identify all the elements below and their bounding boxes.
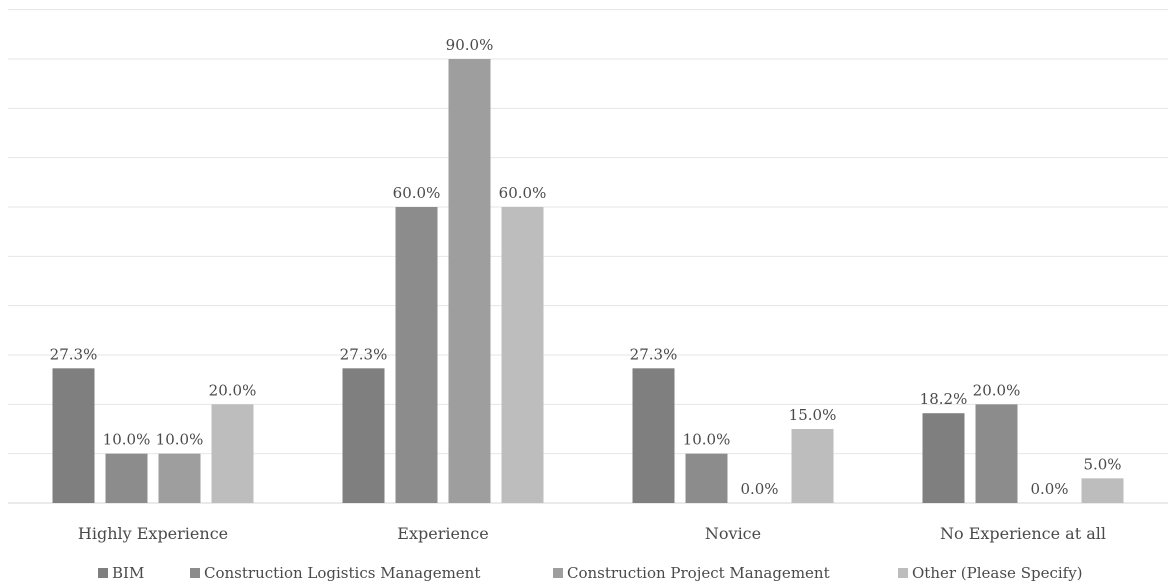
data-label: 0.0% bbox=[1030, 480, 1068, 498]
legend: BIM Construction Logistics Management Cons… bbox=[98, 564, 1083, 582]
x-tick-label: No Experience at all bbox=[940, 524, 1106, 543]
bar-construction-project-management-1 bbox=[448, 59, 491, 503]
bar-bim-3 bbox=[922, 413, 965, 503]
data-label: 60.0% bbox=[393, 184, 441, 202]
bar-other-please-specify--1 bbox=[501, 207, 544, 503]
data-label: 20.0% bbox=[973, 381, 1021, 399]
data-label: 0.0% bbox=[740, 480, 778, 498]
gridlines bbox=[8, 9, 1168, 504]
legend-entry: Other (Please Specify) bbox=[912, 564, 1083, 582]
data-label: 15.0% bbox=[789, 406, 837, 424]
bars bbox=[52, 59, 1124, 503]
data-label: 10.0% bbox=[156, 431, 204, 449]
x-tick-label: Highly Experience bbox=[78, 524, 228, 543]
bar-construction-logistics-management-1 bbox=[395, 207, 438, 503]
legend-swatch bbox=[553, 568, 563, 578]
data-label: 20.0% bbox=[209, 381, 257, 399]
bar-bim-0 bbox=[52, 368, 95, 503]
data-labels: 27.3% 10.0% 10.0% 20.0% 27.3% 60.0% 90.0% 60.0%… bbox=[50, 36, 1122, 498]
legend-swatch bbox=[98, 568, 108, 578]
bar-other-please-specify--0 bbox=[211, 404, 254, 503]
bar-bim-1 bbox=[342, 368, 385, 503]
bar-construction-project-management-0 bbox=[158, 453, 201, 503]
bar-construction-logistics-management-3 bbox=[975, 404, 1018, 503]
legend-swatch bbox=[190, 568, 200, 578]
data-label: 5.0% bbox=[1083, 455, 1121, 473]
legend-swatch bbox=[898, 568, 908, 578]
data-label: 10.0% bbox=[683, 431, 731, 449]
data-label: 60.0% bbox=[499, 184, 547, 202]
legend-entry: Construction Project Management bbox=[567, 564, 830, 582]
bar-other-please-specify--3 bbox=[1081, 478, 1124, 503]
data-label: 10.0% bbox=[103, 431, 151, 449]
x-tick-label: Novice bbox=[705, 524, 761, 543]
bar-construction-logistics-management-0 bbox=[105, 453, 148, 503]
x-tick-label: Experience bbox=[397, 524, 488, 543]
data-label: 90.0% bbox=[446, 36, 494, 54]
bar-other-please-specify--2 bbox=[791, 429, 834, 503]
data-label: 27.3% bbox=[50, 345, 98, 363]
legend-entry: Construction Logistics Management bbox=[204, 564, 480, 582]
data-label: 18.2% bbox=[920, 390, 968, 408]
legend-entry: BIM bbox=[112, 564, 144, 582]
data-label: 27.3% bbox=[340, 345, 388, 363]
bar-bim-2 bbox=[632, 368, 675, 503]
bar-construction-logistics-management-2 bbox=[685, 453, 728, 503]
data-label: 27.3% bbox=[630, 345, 678, 363]
x-axis: Highly Experience Experience Novice No Expe… bbox=[78, 524, 1106, 543]
